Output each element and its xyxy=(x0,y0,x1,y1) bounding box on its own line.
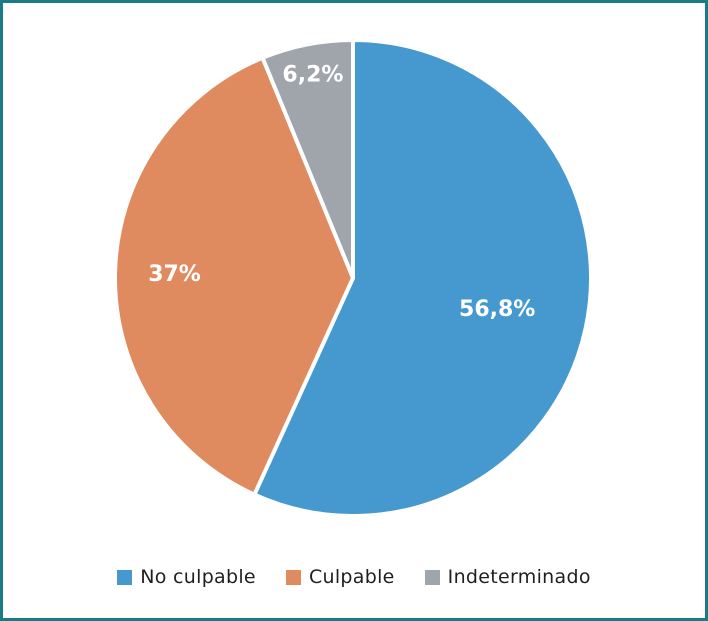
legend-swatch-culpable xyxy=(285,569,301,585)
legend-swatch-no-culpable xyxy=(117,569,133,585)
pie-slice-indeterminado xyxy=(260,38,355,280)
legend: No culpable Culpable Indeterminado xyxy=(0,566,708,588)
pie-slices xyxy=(113,38,593,518)
legend-item-indeterminado: Indeterminado xyxy=(424,566,591,588)
slice-label-no-culpable: 56,8% xyxy=(459,297,535,322)
legend-label-culpable: Culpable xyxy=(308,566,395,588)
legend-label-indeterminado: Indeterminado xyxy=(447,566,591,588)
legend-item-no-culpable: No culpable xyxy=(117,566,256,588)
legend-label-no-culpable: No culpable xyxy=(140,566,256,588)
pie-slice-no-culpable xyxy=(252,38,593,518)
legend-swatch-indeterminado xyxy=(424,569,440,585)
slice-label-culpable: 37% xyxy=(148,262,201,287)
pie-labels: 56,8% 37% 6,2% xyxy=(148,62,535,321)
pie-slice-culpable xyxy=(113,55,355,497)
legend-item-culpable: Culpable xyxy=(285,566,395,588)
slice-label-indeterminado: 6,2% xyxy=(282,62,343,87)
